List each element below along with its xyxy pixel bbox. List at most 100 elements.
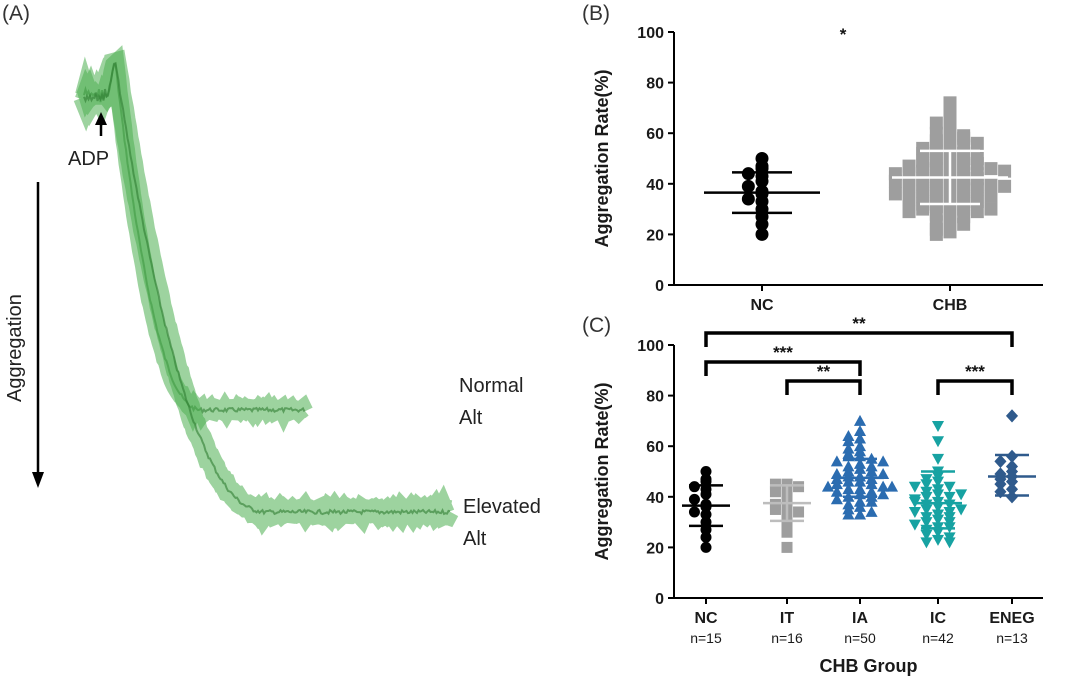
x-axis-title: CHB Group — [820, 656, 918, 676]
y-tick-label: 80 — [646, 76, 664, 93]
data-point-it — [781, 526, 793, 538]
n-label-nc: n=15 — [690, 630, 722, 646]
data-point-ia — [877, 480, 890, 492]
significance-bracket — [704, 331, 1014, 347]
data-point-chb — [916, 202, 930, 216]
adp-label: ADP — [68, 148, 109, 170]
data-point-ic — [943, 512, 956, 524]
panel-c-points — [688, 409, 1019, 553]
data-point-chb — [943, 225, 957, 239]
y-tick-label: 20 — [646, 540, 664, 557]
data-point-ic — [931, 534, 945, 546]
y-tick-label: 40 — [646, 177, 664, 194]
data-point-ic — [920, 479, 933, 491]
data-point-ic — [920, 537, 933, 549]
significance-label: ** — [852, 314, 866, 333]
data-point-ia — [853, 500, 867, 512]
data-point-eneg — [994, 454, 1007, 468]
data-point-ic — [908, 481, 921, 493]
data-point-ic — [943, 537, 956, 549]
data-point-chb — [957, 217, 971, 231]
data-point-ia — [830, 485, 843, 497]
panel-b-points — [741, 96, 1012, 241]
y-tick-label: 60 — [646, 126, 664, 143]
data-point-it — [769, 486, 781, 498]
n-label-it: n=16 — [771, 630, 803, 646]
x-tick-label: NC — [750, 297, 774, 314]
data-point-ia — [842, 475, 855, 487]
elevated-label-line1: Elevated — [463, 496, 541, 518]
data-point-ia — [842, 508, 855, 520]
trace-elevated-line — [83, 62, 451, 516]
n-label-eneg: n=13 — [996, 630, 1028, 646]
data-point-ic — [931, 421, 945, 433]
data-point-ia — [865, 495, 878, 507]
data-point-chb — [970, 157, 984, 171]
data-point-ia — [865, 505, 878, 517]
data-point-nc — [700, 531, 712, 543]
panel-c-axes: 0 20 40 60 80 100 NC IT IA IC ENEG Aggregation Rate… — [592, 338, 1043, 676]
data-point-chb — [902, 179, 916, 193]
data-point-chb — [902, 192, 916, 206]
data-point-ia — [865, 478, 878, 490]
x-tick-label: IA — [852, 610, 868, 627]
data-point-eneg — [1005, 409, 1019, 423]
data-point-chb — [970, 172, 984, 186]
panel-a-label: (A) — [2, 2, 30, 25]
x-tick-label: NC — [694, 610, 718, 627]
n-label-ic: n=42 — [922, 630, 954, 646]
data-point-chb — [916, 146, 930, 160]
data-point-ia — [853, 432, 867, 444]
data-point-it — [793, 506, 805, 518]
data-point-ia — [842, 435, 855, 447]
aggregation-label: Aggregation — [4, 294, 26, 402]
data-point-it — [781, 541, 793, 553]
data-point-eneg — [994, 477, 1007, 491]
data-point-ic — [955, 489, 968, 501]
data-point-ia — [853, 424, 867, 436]
y-tick-label: 100 — [637, 338, 664, 355]
data-point-chb — [984, 162, 998, 176]
data-point-chb — [970, 136, 984, 150]
data-point-ic — [931, 436, 945, 448]
panel-c: (C) 0 20 40 60 80 100 NC IT IA IC ENEG Aggregation … — [582, 314, 1043, 676]
data-point-chb — [984, 177, 998, 191]
data-point-chb — [957, 131, 971, 145]
data-point-chb — [970, 182, 984, 196]
panel-a: (A) ADP Aggregation Normal Alt Elevated … — [2, 2, 541, 550]
data-point-chb — [984, 202, 998, 216]
adp-arrow-icon — [95, 112, 107, 136]
data-point-nc — [755, 217, 769, 231]
y-tick-label: 0 — [655, 591, 664, 608]
significance-bracket — [936, 379, 1014, 395]
data-point-ic — [955, 504, 968, 516]
normal-label-line2: Alt — [459, 407, 483, 429]
elevated-label-line2: Alt — [463, 528, 487, 550]
y-axis-title: Aggregation Rate(%) — [592, 69, 612, 247]
panel-b-label: (B) — [582, 2, 610, 25]
data-point-it — [769, 478, 781, 490]
data-point-chb — [929, 227, 943, 241]
significance-label: *** — [965, 362, 985, 381]
panel-b-axes: 0 20 40 60 80 100 NC CHB Aggregation Rate(%) — [592, 25, 1043, 314]
y-tick-label: 40 — [646, 490, 664, 507]
data-point-nc — [688, 493, 700, 505]
data-point-ia — [830, 478, 843, 490]
data-point-ia — [877, 455, 890, 467]
data-point-ia — [853, 414, 867, 426]
significance-bracket — [785, 379, 862, 395]
y-tick-label: 100 — [637, 25, 664, 42]
n-label-ia: n=50 — [844, 630, 876, 646]
data-point-ia — [830, 455, 843, 467]
data-point-ia — [821, 480, 835, 492]
data-point-chb — [998, 164, 1012, 178]
data-point-chb — [998, 179, 1012, 193]
data-point-ic — [931, 527, 945, 539]
data-point-ia — [877, 488, 890, 500]
data-point-nc — [741, 167, 755, 181]
data-point-chb — [929, 116, 943, 130]
data-point-nc — [755, 227, 769, 241]
data-point-ia — [830, 493, 843, 505]
y-tick-label: 20 — [646, 227, 664, 244]
